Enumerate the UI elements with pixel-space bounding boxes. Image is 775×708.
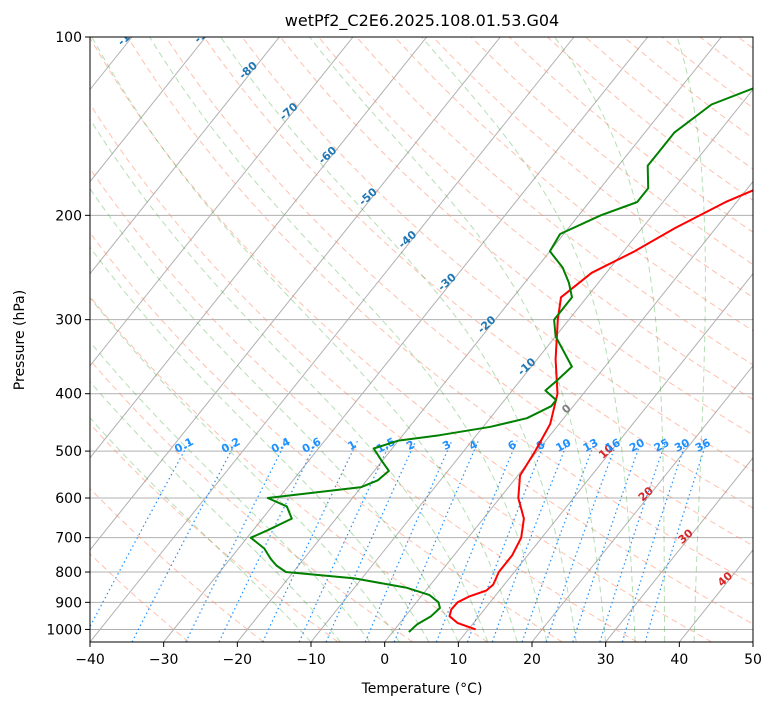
moist-adiabat (676, 37, 706, 642)
isotherm-label: -90 (192, 23, 216, 46)
isotherm (531, 364, 753, 642)
isotherm (163, 37, 649, 642)
dry-adiabat (90, 103, 712, 642)
y-axis-label: Pressure (hPa) (12, 290, 28, 390)
y-tick-label: 100 (55, 30, 82, 46)
isotherm (90, 37, 501, 551)
y-tick-label: 500 (55, 444, 82, 460)
profile-series (249, 87, 753, 633)
dry-adiabat (203, 37, 753, 509)
mixing-ratio-line (572, 440, 643, 642)
mixing-ratio-label: 10 (554, 436, 574, 455)
mixing-ratio-label: 30 (672, 436, 692, 455)
y-tick-label: 900 (55, 595, 82, 611)
moist-adiabat (90, 341, 371, 642)
x-axis-label: Temperature (°C) (361, 681, 483, 697)
chart-title: wetPf2_C2E6.2025.108.01.53.G04 (285, 11, 559, 31)
x-tick-label: −20 (223, 652, 253, 668)
moist-adiabat (90, 118, 489, 642)
mixing-ratio-label: 13 (581, 436, 601, 455)
plot-frame (89, 36, 754, 643)
moist-adiabat (91, 37, 518, 642)
dry-adiabat (127, 37, 753, 586)
mixing-ratio-line (521, 440, 596, 642)
dry-adiabat (90, 231, 563, 642)
dewpoint-profile (249, 87, 753, 633)
moist-adiabat (90, 296, 400, 642)
y-tick-label: 1000 (46, 622, 82, 638)
dry-adiabat (394, 37, 753, 332)
isotherm (90, 37, 428, 459)
dry-adiabat (90, 295, 488, 642)
mixing-ratio-line (599, 440, 667, 642)
x-tick-label: −30 (149, 652, 179, 668)
y-axis-ticks: 100 200 300 400 500 600 700 800 900 1000 (46, 30, 90, 638)
mixing-ratio-line (621, 440, 687, 642)
moist-adiabat (220, 37, 577, 642)
dry-adiabat (165, 37, 753, 547)
isotherm (236, 37, 722, 642)
dry-adiabat (90, 167, 638, 642)
moist-adiabat (309, 37, 607, 642)
mixing-ratio-line (262, 440, 359, 642)
mixing-ratio-line (185, 440, 288, 642)
moist-adiabat (554, 37, 666, 642)
y-tick-label: 400 (55, 387, 82, 403)
dry-adiabat-lines (90, 37, 753, 642)
isotherm-lines (90, 37, 753, 642)
x-axis-ticks: −40 −30 −20 −10 0 10 20 30 40 50 (75, 642, 762, 668)
mixing-ratio-label: 20 (627, 436, 647, 455)
x-tick-label: 0 (380, 652, 389, 668)
x-tick-label: −40 (75, 652, 105, 668)
mixing-ratio-line (435, 440, 518, 642)
y-tick-label: 700 (55, 531, 82, 547)
x-tick-label: 20 (523, 652, 541, 668)
isotherm (384, 180, 753, 642)
isotherm (457, 272, 753, 642)
isotherm (90, 37, 280, 275)
mixing-ratio-label: 25 (652, 436, 672, 455)
mixing-ratio-line (393, 440, 479, 642)
x-tick-label: 40 (670, 652, 688, 668)
x-tick-label: −10 (296, 652, 326, 668)
moist-adiabat (90, 187, 459, 642)
dry-adiabat (356, 37, 753, 366)
y-tick-label: 200 (55, 208, 82, 224)
isotherm-label: -100 (115, 20, 144, 48)
mixing-ratio-label: 36 (693, 436, 713, 455)
isotherm (605, 457, 753, 642)
y-tick-label: 600 (55, 491, 82, 507)
mixing-ratio-line (90, 440, 191, 628)
y-tick-label: 300 (55, 313, 82, 329)
isotherm (90, 37, 207, 183)
x-tick-label: 10 (449, 652, 467, 668)
mixing-ratio-line (545, 440, 618, 642)
y-tick-label: 800 (55, 565, 82, 581)
mixing-ratio-line (131, 440, 238, 642)
isotherm (90, 37, 354, 367)
mixing-ratio-lines (90, 440, 708, 642)
x-tick-label: 30 (597, 652, 615, 668)
mixing-ratio-line (491, 440, 569, 642)
dry-adiabat (90, 359, 414, 642)
moist-adiabat (421, 37, 636, 642)
mixing-ratio-line (218, 440, 318, 642)
x-tick-label: 50 (744, 652, 762, 668)
plot-area: -100-90-80-70-60-50-40-30-20-10010203040… (90, 20, 753, 642)
dry-adiabat (90, 553, 190, 642)
dry-adiabat (90, 37, 753, 625)
moist-adiabat-lines (90, 37, 706, 642)
mixing-ratio-label: 16 (603, 436, 623, 455)
dry-adiabat (318, 37, 753, 401)
isotherm (90, 37, 575, 642)
temperature-profile (448, 189, 753, 631)
